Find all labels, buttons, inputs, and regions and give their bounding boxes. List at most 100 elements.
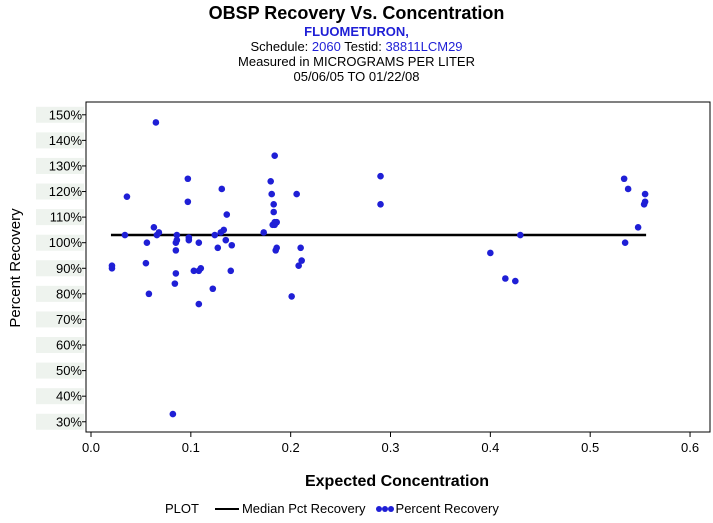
x-tick-label: 0.0 [82,440,100,455]
y-tick-label: 120% [49,184,83,199]
points-layer [108,119,649,418]
recovery-point [260,229,268,236]
recovery-point [197,264,205,272]
recovery-point [502,275,509,282]
y-tick-band [36,337,84,354]
recovery-point [288,293,295,300]
y-tick-label: 90% [56,261,82,276]
y-tick-band [36,260,84,277]
recovery-point [377,201,384,208]
y-axis: 30% 40% 50% 60% 70% 80% 90% 100% 110% 120% 130% 140… [49,107,86,429]
x-tick-label: 0.5 [581,440,599,455]
x-tick-label: 0.2 [282,440,300,455]
recovery-point [121,231,129,239]
recovery-point [293,190,300,198]
recovery-point [271,152,278,160]
recovery-point [487,249,494,257]
legend: PLOT Median Pct Recovery Percent Recover… [165,501,499,516]
measured-units: Measured in MICROGRAMS PER LITER [238,54,475,69]
recovery-point [624,185,632,193]
recovery-point [172,270,180,277]
legend-plot-label: PLOT [165,501,199,516]
y-tick-band [36,413,84,430]
testid-value: 38811LCM29 [385,39,463,54]
y-tick-band [36,285,84,302]
y-tick-label: 40% [56,389,82,404]
y-axis-label: Percent Recovery [7,208,24,328]
chart-title: OBSP Recovery Vs. Concentration [208,3,505,23]
y-tick-band [36,209,84,226]
recovery-point [295,262,302,270]
recovery-point [123,193,131,200]
recovery-point [273,244,280,252]
y-tick-label: 60% [56,338,82,353]
y-tick-band [36,183,84,200]
recovery-point [512,277,519,285]
y-tick-label: 130% [49,158,83,173]
recovery-point [218,185,226,193]
recovery-point [150,224,158,231]
recovery-point [108,262,116,270]
recovery-point [214,244,222,252]
y-tick-band [36,234,84,251]
schedule-label: Schedule: [250,39,309,54]
recovery-point [220,226,228,234]
recovery-point [195,300,203,308]
recovery-point [172,247,180,254]
x-axis: 0.0 0.1 0.2 0.3 0.4 0.5 0.6 [82,432,699,455]
recovery-point [169,410,177,418]
recovery-point [641,198,649,206]
testid-label: Testid: [344,39,382,54]
recovery-point [143,239,151,246]
x-tick-label: 0.1 [182,440,200,455]
recovery-point [228,241,236,249]
chart-header: OBSP Recovery Vs. Concentration FLUOMETU… [0,2,713,84]
y-tick-label: 50% [56,363,82,378]
y-tick-band [36,388,84,405]
y-tick-band [36,132,84,149]
x-tick-label: 0.3 [381,440,399,455]
recovery-point [517,231,524,239]
x-tick-label: 0.6 [681,440,699,455]
recovery-point [222,236,230,244]
recovery-point [211,231,219,239]
y-tick-label: 100% [49,235,83,250]
recovery-point [268,190,276,198]
recovery-point [155,229,163,236]
recovery-point [270,208,277,216]
recovery-point [184,175,192,183]
schedule-value: 2060 [311,39,341,54]
recovery-point [173,236,181,244]
recovery-point [273,218,280,226]
recovery-point [621,239,629,246]
y-tick-band [36,106,84,123]
recovery-point [190,267,198,275]
y-tick-label: 150% [49,107,83,122]
recovery-point [142,259,150,267]
recovery-point [223,211,231,218]
recovery-point [227,267,235,275]
y-tick-label-bands [36,106,84,430]
legend-median-label: Median Pct Recovery [241,501,366,516]
y-tick-label: 110% [50,210,83,225]
y-tick-band [36,157,84,174]
legend-median-line-icon [214,507,239,510]
recovery-point [377,172,384,180]
recovery-point [267,178,275,185]
y-tick-label: 30% [56,414,82,429]
recovery-point [152,119,160,126]
recovery-point [171,280,179,287]
y-tick-band [36,311,84,328]
y-tick-band [36,362,84,379]
recovery-point [297,244,304,252]
schedule-line: Schedule: 2060 Testid: 38811LCM29 [0,39,713,54]
compound-name: FLUOMETURON, [304,24,409,39]
recovery-point [173,231,181,239]
recovery-point [298,257,305,264]
legend-recovery-label: Percent Recovery [395,501,499,516]
recovery-point [184,198,192,206]
legend-points-icon [375,505,394,512]
recovery-point [641,190,649,198]
y-tick-label: 140% [49,133,83,148]
